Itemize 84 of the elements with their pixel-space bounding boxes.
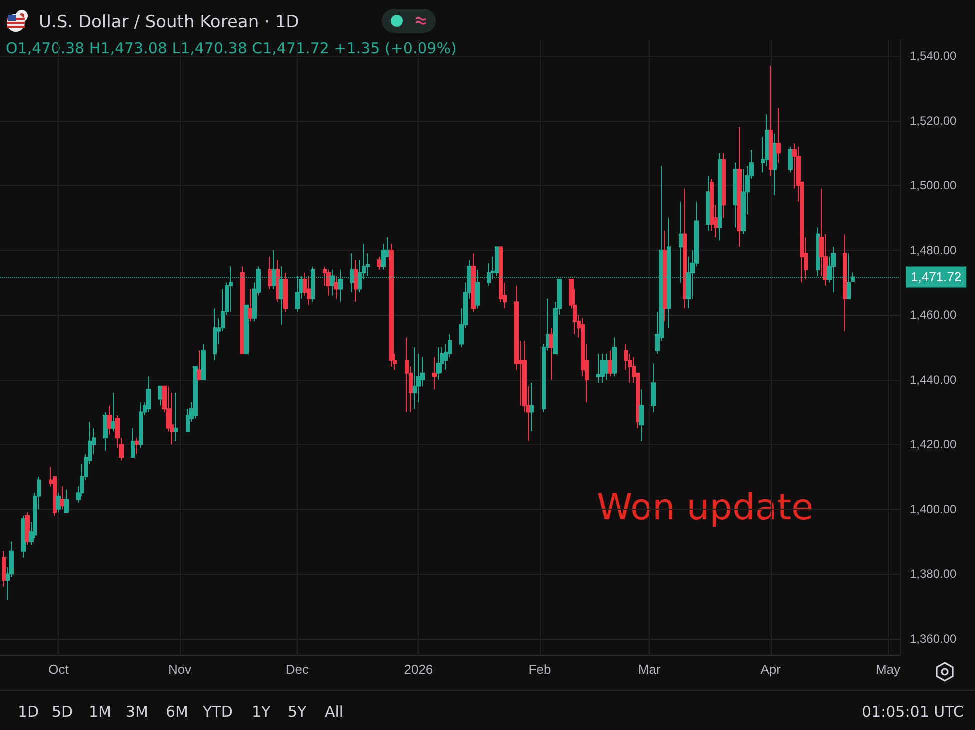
candlestick	[56, 492, 61, 514]
candlestick	[816, 227, 820, 277]
text: 1M	[89, 703, 112, 721]
candlestick	[60, 486, 65, 510]
candlestick	[773, 133, 777, 196]
x-tick-label: Oct	[48, 662, 70, 677]
candlestick	[737, 126, 742, 248]
x-tick-label: May	[876, 662, 902, 677]
candlestick	[413, 347, 417, 410]
candlestick	[197, 350, 202, 380]
text: 6M	[166, 703, 188, 721]
y-tick-label: 1,480.00	[910, 243, 958, 258]
y-tick-label: 1,420.00	[910, 438, 958, 452]
candlestick	[471, 253, 476, 312]
y-tick-label: 1,360.00	[910, 632, 958, 646]
candlestick	[334, 276, 339, 300]
text: 1Y	[252, 703, 271, 721]
candlestick	[25, 512, 30, 546]
candlestick	[596, 353, 601, 384]
text: 1D	[18, 703, 40, 721]
candlestick	[213, 308, 217, 361]
candlestick	[193, 366, 198, 420]
x-tick-label: Feb	[528, 662, 552, 677]
y-tick-label: 1,520.00	[910, 114, 958, 128]
ref-line-label: 1,471.72	[911, 270, 962, 285]
candlestick	[718, 152, 722, 242]
candlestick	[600, 353, 605, 384]
candlestick	[769, 65, 773, 176]
candlestick	[405, 337, 409, 413]
chart-title: U.S. Dollar / South Korean · 1D	[39, 12, 300, 32]
candlestick	[107, 405, 112, 436]
candlestick	[651, 363, 656, 413]
candlestick	[283, 272, 288, 312]
candlestick	[639, 389, 644, 442]
candlestick	[389, 243, 394, 368]
candlestick	[530, 382, 534, 432]
y-tick-label: 1,440.00	[910, 372, 958, 387]
candlestick	[139, 402, 143, 448]
x-tick-label: Mar	[638, 662, 662, 677]
x-tick-label: Dec	[286, 662, 310, 677]
text: 3M	[126, 703, 148, 721]
candlestick	[608, 350, 613, 378]
candlestick	[103, 412, 108, 452]
y-tick-label: 1,380.00	[910, 567, 958, 582]
text: 5D	[52, 703, 74, 721]
candlestick	[549, 328, 554, 380]
y-tick-label: 1,400.00	[910, 502, 958, 516]
text: 01:05:01 UTC	[862, 703, 964, 721]
candlestick	[248, 288, 253, 322]
x-tick-label: 2026	[404, 662, 434, 677]
candlestick	[683, 188, 687, 310]
candlestick	[2, 550, 6, 588]
text: All	[325, 703, 344, 721]
candlestick	[64, 489, 69, 514]
candlestick	[326, 269, 331, 296]
candlestick	[201, 344, 206, 380]
x-tick-label: Nov	[168, 662, 192, 677]
candlestick	[131, 428, 135, 458]
text: YTD	[203, 703, 233, 721]
candlestick	[377, 256, 382, 270]
candlestick	[788, 146, 793, 174]
text: 5Y	[288, 703, 307, 721]
candlestick	[174, 392, 178, 442]
candlestick	[354, 260, 358, 303]
candlestick	[741, 168, 746, 235]
candlestick	[307, 276, 311, 306]
candlestick	[604, 353, 609, 380]
candlestick	[843, 234, 847, 332]
candlestick	[111, 392, 116, 432]
candlestick	[776, 107, 781, 164]
candlestick	[722, 152, 726, 219]
y-tick-label: 1,460.00	[910, 308, 958, 322]
candlestick	[432, 356, 437, 390]
candlestick	[436, 347, 441, 380]
y-tick-label: 1,540.00	[910, 49, 958, 64]
annotation: O1,470.38 H1,473.08 L1,470.38 C1,471.72 +1.35 (+0.09%)	[6, 40, 457, 58]
candlestick	[135, 438, 139, 455]
candlestick	[268, 256, 272, 290]
candlestick	[244, 304, 249, 354]
x-tick-label: Apr	[760, 662, 782, 677]
candlestick	[663, 230, 667, 322]
y-tick-label: 1,500.00	[910, 178, 958, 193]
candlestick	[612, 337, 617, 378]
candlestick	[146, 376, 151, 413]
